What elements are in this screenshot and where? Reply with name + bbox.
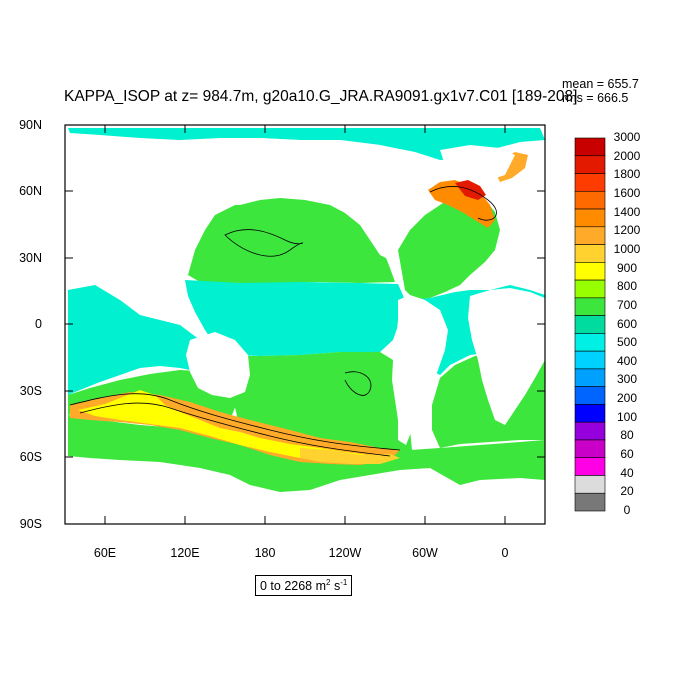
- tropical-pacific: [185, 280, 405, 356]
- colorbar-swatch: [574, 386, 606, 405]
- range-text: 0 to 2268 m: [260, 579, 327, 594]
- landmass-north-america: [205, 138, 440, 260]
- colorbar-swatch: [574, 315, 606, 334]
- north-pacific: [188, 195, 395, 283]
- colorbar-swatch: [574, 137, 606, 157]
- acc-band-lightorange: [300, 448, 400, 464]
- colorbar-swatch: [574, 421, 606, 441]
- colorbar-label: 60: [620, 447, 634, 462]
- colorbar-label: 1200: [613, 223, 641, 238]
- lon-label-120w: 120W: [328, 546, 362, 560]
- colorbar-label: 2000: [613, 148, 641, 163]
- colorbar-label: 3000: [613, 130, 641, 144]
- colorbar-label: 200: [616, 391, 638, 406]
- colorbar-swatch: [574, 492, 606, 512]
- lon-label-60w: 60W: [412, 546, 438, 560]
- lon-label-180: 180: [254, 546, 276, 560]
- landmass-eurasia: [68, 138, 205, 285]
- colorbar-label: 20: [620, 484, 634, 499]
- range-sup-1: 2: [326, 578, 331, 587]
- lat-label-0: 0: [35, 317, 42, 331]
- colorbar-swatch: [574, 190, 606, 210]
- colorbar-swatch: [574, 155, 606, 174]
- landmass-south-america: [392, 295, 448, 445]
- colorbar-swatch: [574, 439, 606, 459]
- colorbar-swatch: [574, 404, 606, 423]
- colorbar-swatch: [574, 475, 606, 494]
- lat-label-30n: 30N: [19, 251, 42, 265]
- colorbar-label: 1600: [613, 185, 641, 200]
- acc-band-yellow: [78, 390, 385, 460]
- colorbar-label: 1400: [613, 204, 641, 219]
- colorbar-swatch: [574, 297, 606, 316]
- lat-label-60n: 60N: [19, 184, 42, 198]
- north-atlantic: [398, 195, 500, 300]
- contour-lines: [69, 186, 497, 457]
- plot-title: KAPPA_ISOP at z= 984.7m, g20a10.G_JRA.RA…: [64, 88, 578, 105]
- colorbar-swatch: [574, 457, 606, 476]
- colorbar-label: 1800: [613, 167, 641, 182]
- colorbar-label: 300: [616, 372, 638, 387]
- colorbar-swatch: [574, 226, 606, 245]
- colorbar-swatch: [574, 208, 606, 228]
- colorbar-label: 40: [620, 465, 634, 480]
- lon-label-0: 0: [501, 546, 509, 560]
- lon-label-120e: 120E: [170, 546, 200, 560]
- colorbar-swatch: [574, 368, 606, 387]
- colorbar-label: 600: [616, 316, 638, 331]
- colorbar-swatch: [574, 244, 606, 263]
- map-area: [65, 125, 545, 524]
- lon-label-60e: 60E: [93, 546, 117, 560]
- range-sup-2: -1: [340, 578, 348, 587]
- colorbar-label: 800: [616, 279, 638, 294]
- colorbar-swatch: [574, 279, 606, 299]
- landmass-africa: [468, 288, 545, 425]
- lat-ticks: [65, 124, 545, 525]
- labrador-sea-high: [428, 180, 495, 228]
- landmass-greenland: [440, 145, 515, 180]
- colorbar-label: 700: [616, 297, 638, 312]
- arctic-ocean: [68, 128, 545, 160]
- range-mid: s: [330, 579, 341, 594]
- range-box: 0 to 2268 m2 s-1: [255, 575, 353, 597]
- colorbar-label: 1000: [613, 241, 641, 256]
- colorbar-label: 500: [616, 335, 638, 350]
- lat-label-30s: 30S: [19, 384, 42, 398]
- colorbar-swatch: [574, 333, 606, 352]
- rms-label: rms = 666.5: [562, 91, 629, 105]
- colorbar-label: 400: [616, 353, 638, 368]
- colorbar-swatch: [574, 173, 606, 192]
- lon-ticks: [104, 125, 506, 524]
- colorbar-label: 0: [623, 503, 631, 517]
- landmass-antarctica: [65, 470, 545, 524]
- colorbar-swatch: [574, 262, 606, 281]
- colorbar-swatch: [574, 350, 606, 370]
- lat-label-60s: 60S: [19, 450, 42, 464]
- mean-label: mean = 655.7: [562, 77, 639, 91]
- lat-label-90n: 90N: [19, 118, 42, 132]
- colorbar-label: 100: [616, 409, 638, 424]
- lat-label-90s: 90S: [19, 517, 42, 531]
- colorbar-label: 900: [616, 260, 638, 275]
- landmass-australia: [186, 332, 250, 398]
- colorbar: [574, 137, 606, 512]
- colorbar-label: 80: [620, 428, 634, 443]
